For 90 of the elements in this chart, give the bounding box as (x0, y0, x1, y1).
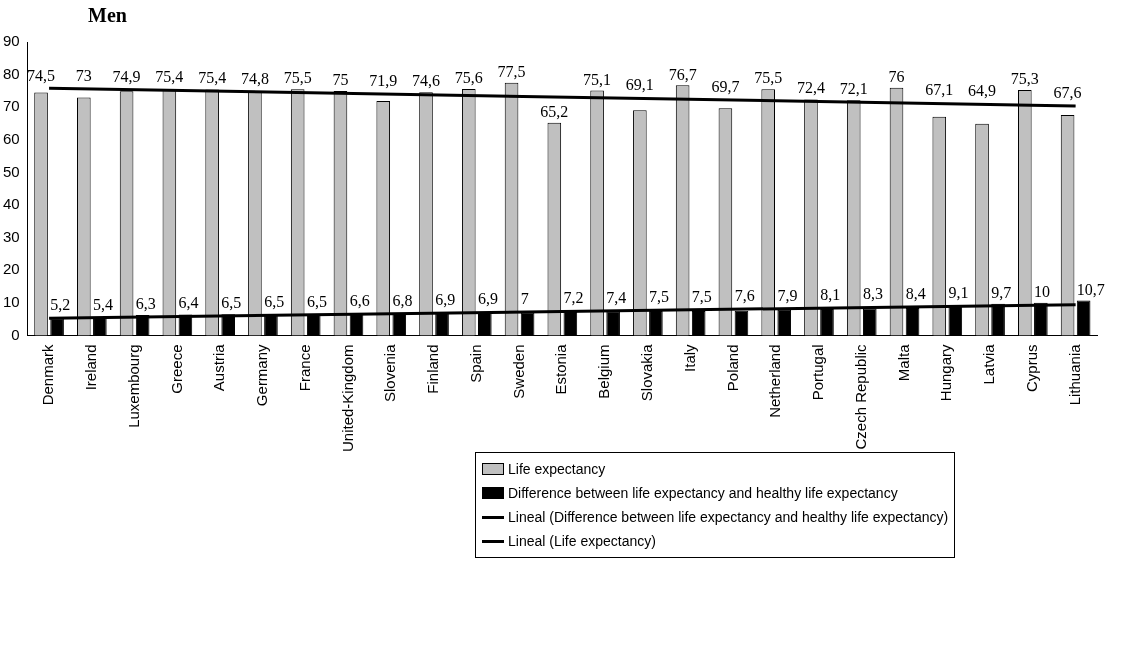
x-tick-label: Finland (424, 344, 442, 394)
data-label: 8,1 (820, 286, 841, 304)
x-tick-label: Italy (680, 343, 698, 372)
data-label: 72,1 (839, 80, 868, 98)
data-label: 71,9 (369, 71, 398, 89)
x-tick-label: Belgium (595, 344, 613, 399)
x-tick-label: Czech Republic (851, 343, 869, 450)
data-label: 8,4 (905, 284, 926, 302)
data-label: 69,7 (711, 77, 740, 95)
x-tick-label: Slovenia (381, 343, 399, 402)
data-label: 6,5 (221, 293, 242, 311)
data-label: 74,9 (112, 67, 141, 85)
data-label: 67,1 (925, 81, 954, 99)
data-label: 75,1 (583, 70, 612, 88)
legend-label: Life expectancy (508, 461, 606, 477)
x-tick-label: United-Kingdom (338, 344, 356, 453)
x-tick-label: Luxembourg (124, 344, 142, 428)
x-tick-label: Latvia (980, 343, 998, 385)
y-tick-label: 60 (3, 129, 20, 147)
x-tick-label: Hungary (937, 343, 955, 402)
data-label: 6,4 (178, 294, 199, 312)
x-tick-label: Lithuania (1065, 343, 1083, 406)
data-label: 74,8 (240, 69, 269, 87)
x-tick-label: Slovakia (638, 343, 656, 402)
x-tick-label: Portugal (809, 344, 827, 401)
data-label: 6,9 (478, 290, 498, 308)
data-label: 75,4 (198, 69, 227, 87)
data-label: 7,5 (649, 288, 670, 306)
y-tick-label: 90 (3, 32, 20, 50)
y-tick-label: 70 (3, 97, 20, 115)
data-label: 6,6 (349, 292, 370, 310)
x-tick-label: Sweden (509, 344, 527, 399)
x-tick-label: Poland (723, 344, 741, 392)
data-label: 10 (1034, 283, 1051, 301)
legend-label: Lineal (Difference between life expectancy and healthy life expectancy) (508, 509, 949, 525)
x-tick-label: Estonia (552, 343, 570, 395)
y-tick-label: 50 (3, 162, 20, 180)
chart-title: Men (88, 4, 127, 27)
x-tick-label: Spain (466, 344, 484, 383)
x-tick-label: Germany (253, 343, 271, 407)
x-tick-label: Ireland (81, 344, 99, 391)
y-tick-label: 30 (3, 227, 20, 245)
data-label: 7 (520, 290, 529, 308)
data-label: 7,5 (691, 287, 712, 305)
data-label: 7,6 (734, 287, 755, 305)
data-label: 75,3 (1010, 70, 1039, 88)
data-label: 72,4 (796, 79, 825, 97)
data-label: 75,4 (155, 68, 184, 86)
data-label: 74,6 (412, 72, 440, 90)
data-label: 75,5 (283, 69, 312, 87)
data-label: 9,1 (948, 284, 969, 302)
data-label: 76 (888, 67, 905, 85)
y-tick-label: 0 (11, 325, 20, 343)
data-label: 7,9 (777, 286, 798, 304)
x-tick-label: Malta (894, 343, 912, 382)
data-label: 5,2 (50, 296, 71, 314)
y-tick-label: 20 (3, 260, 20, 278)
data-label: 6,5 (264, 293, 285, 311)
x-tick-label: Cyprus (1022, 344, 1040, 392)
data-label: 5,4 (93, 295, 114, 313)
data-label: 6,8 (392, 291, 413, 309)
data-label: 75 (332, 71, 349, 89)
data-label: 64,9 (968, 82, 997, 100)
x-tick-label: Netherland (766, 344, 784, 418)
data-label: 9,7 (991, 283, 1012, 301)
x-tick-label: France (295, 344, 313, 392)
y-tick-label: 40 (3, 195, 20, 213)
legend-label: Difference between life expectancy and healthy life expectancy (508, 485, 898, 501)
x-tick-label: Austria (210, 343, 228, 392)
data-label: 67,6 (1053, 83, 1082, 101)
data-label: 6,3 (135, 294, 156, 312)
x-tick-label: Denmark (39, 343, 57, 406)
data-label: 65,2 (540, 103, 569, 121)
legend-label: Lineal (Life expectancy) (508, 533, 656, 549)
y-tick-label: 80 (3, 64, 20, 82)
x-tick-label: Greece (167, 344, 185, 394)
data-label: 6,5 (306, 292, 327, 310)
data-label: 77,5 (497, 62, 526, 80)
data-label: 7,2 (563, 289, 584, 307)
data-label: 73 (75, 66, 92, 84)
data-label: 7,4 (606, 288, 627, 306)
data-label: 8,3 (862, 285, 883, 303)
data-label: 75,5 (754, 69, 783, 87)
data-label: 69,1 (625, 76, 654, 94)
data-label: 74,5 (27, 66, 56, 84)
y-tick-label: 10 (3, 292, 20, 310)
data-label: 76,7 (668, 65, 697, 83)
data-label: 75,6 (454, 69, 483, 87)
data-label: 6,9 (435, 291, 456, 309)
data-label: 10,7 (1076, 280, 1105, 298)
